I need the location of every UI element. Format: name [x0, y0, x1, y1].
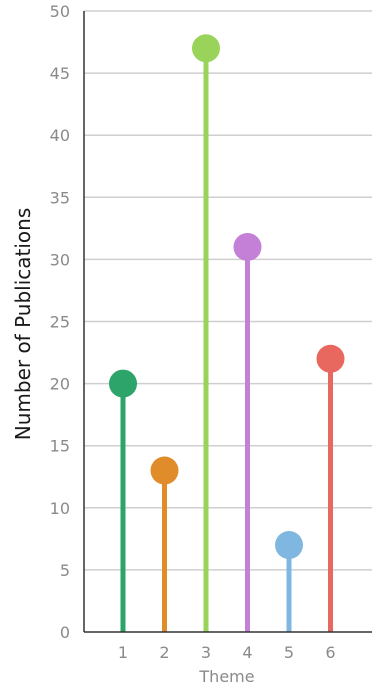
- y-tick-label: 10: [50, 499, 70, 518]
- lollipop-dot: [275, 531, 303, 560]
- x-tick-label: 4: [242, 643, 252, 662]
- y-axis-title: Number of Publications: [11, 208, 35, 441]
- data-marks: [109, 34, 345, 632]
- y-tick-label: 5: [60, 561, 70, 580]
- x-axis-title: Theme: [198, 667, 254, 686]
- y-tick-label: 40: [50, 126, 70, 145]
- y-tick-label: 35: [50, 188, 70, 207]
- lollipop-dot: [316, 344, 345, 373]
- x-tick-label: 5: [284, 643, 294, 662]
- lollipop-dot: [192, 34, 220, 63]
- y-tick-label: 25: [50, 313, 70, 332]
- y-tick-label: 0: [60, 623, 70, 642]
- y-tick-label: 30: [50, 250, 70, 269]
- x-tick-labels: 1 2 3 4 5 6: [118, 643, 336, 662]
- x-tick-label: 1: [118, 643, 128, 662]
- lollipop-dot: [233, 232, 262, 261]
- lollipop-dot: [150, 456, 179, 485]
- x-tick-label: 3: [201, 643, 211, 662]
- y-tick-label: 45: [50, 64, 70, 83]
- y-tick-labels: 0 5 10 15 20 25 30 35 40 45 50: [50, 2, 70, 642]
- y-tick-label: 20: [50, 375, 70, 394]
- x-tick-label: 6: [325, 643, 335, 662]
- x-tick-label: 2: [159, 643, 169, 662]
- y-tick-label: 50: [50, 2, 70, 21]
- lollipop-dot: [109, 369, 137, 398]
- axes: [83, 11, 372, 633]
- y-tick-label: 15: [50, 437, 70, 456]
